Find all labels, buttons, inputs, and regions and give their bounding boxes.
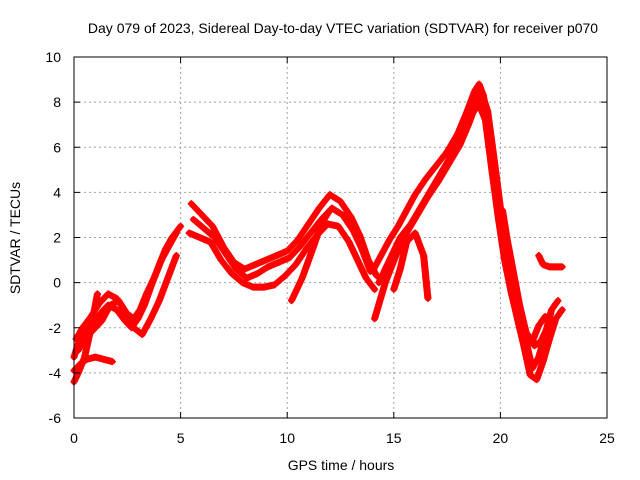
grid-lines: [74, 57, 607, 418]
series-track-12: [375, 100, 566, 384]
data-point: [108, 358, 116, 366]
series-track-5: [74, 252, 180, 354]
data-point: [172, 252, 180, 260]
x-tick-labels: 0 5 10 15 20 25: [70, 430, 615, 446]
series-track-14: [499, 206, 556, 345]
x-tick-label: 10: [279, 430, 295, 446]
x-axis-label: GPS time / hours: [288, 457, 395, 473]
data-point: [558, 306, 566, 314]
y-tick-label: -6: [49, 410, 62, 426]
series-track-15: [535, 252, 566, 271]
series-track-8: [185, 220, 379, 293]
data-point: [326, 206, 334, 214]
y-tick-label: -2: [49, 320, 62, 336]
data-point: [177, 222, 185, 230]
y-tick-label: 0: [53, 275, 61, 291]
data-point: [371, 285, 379, 293]
series-track-13: [390, 229, 432, 302]
axis-ticks: [73, 56, 608, 419]
data-point: [424, 294, 432, 302]
data-point: [172, 229, 180, 237]
data-point: [554, 297, 562, 305]
chart-title: Day 079 of 2023, Sidereal Day-to-day VTE…: [88, 20, 598, 36]
x-tick-label: 0: [70, 430, 78, 446]
x-tick-label: 5: [177, 430, 185, 446]
y-tick-label: 8: [53, 94, 61, 110]
y-tick-label: 4: [53, 184, 61, 200]
data-point: [558, 263, 566, 271]
y-tick-labels: -6 -4 -2 0 2 4 6 8 10: [45, 49, 61, 426]
x-tick-label: 15: [386, 430, 402, 446]
y-tick-label: -4: [49, 365, 62, 381]
data-point: [93, 290, 101, 298]
y-tick-label: 6: [53, 139, 61, 155]
data-point: [548, 319, 556, 327]
x-tick-label: 20: [493, 430, 509, 446]
y-tick-label: 10: [45, 49, 61, 65]
y-tick-label: 2: [53, 230, 61, 246]
x-tick-label: 25: [599, 430, 615, 446]
series-track-9: [287, 206, 334, 305]
y-axis-label: SDTVAR / TECUs: [7, 182, 23, 294]
